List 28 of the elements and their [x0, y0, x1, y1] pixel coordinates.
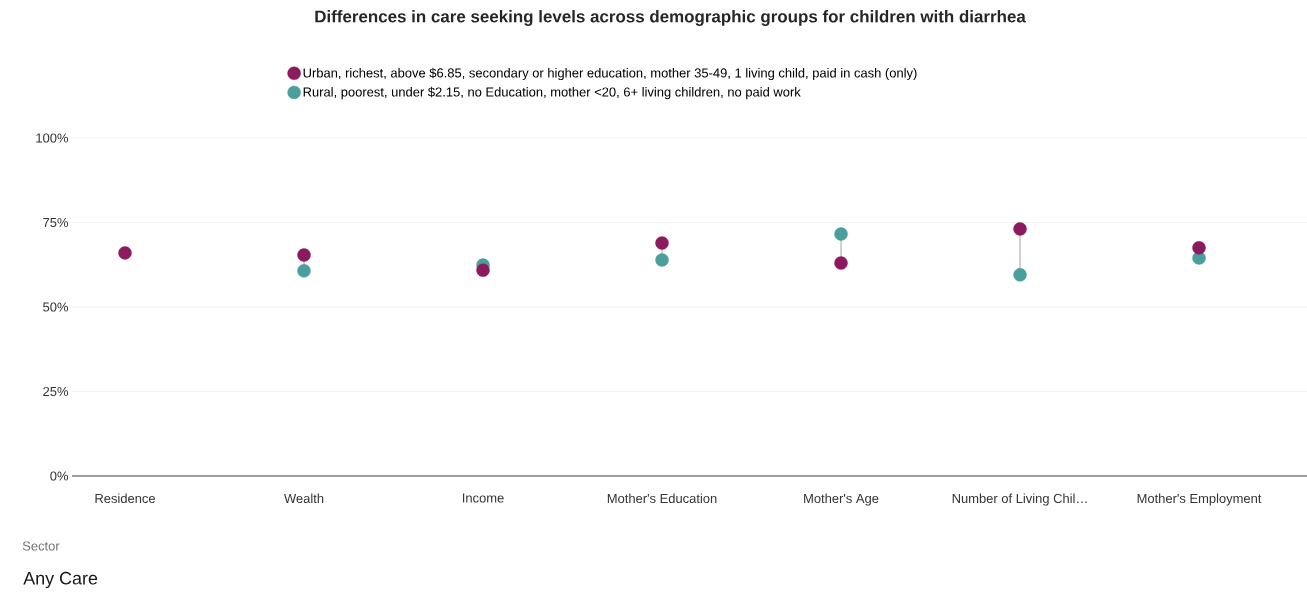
x-tick-label: Residence: [95, 493, 156, 504]
x-tick-label: Income: [462, 493, 504, 503]
point: [834, 227, 848, 241]
point: [834, 256, 848, 270]
x-tick-label: Mother's Education: [607, 493, 717, 504]
chart-title: Differences in care seeking levels across demographic groups for children with diarrhea: [315, 10, 1026, 26]
point: [297, 248, 311, 262]
point: [297, 264, 311, 278]
point: [1013, 222, 1027, 236]
text: Any Care: [23, 571, 98, 589]
y-tick-label: 50%: [43, 302, 69, 312]
point: [1192, 241, 1206, 255]
point: [118, 246, 132, 260]
x-tick-label: Wealth: [284, 493, 324, 504]
x-tick-label: Mother's Age: [804, 493, 879, 506]
legend-label: Rural, poorest, under $2.15, no Education, mother <20, 6+ living children, no paid work: [303, 86, 801, 100]
point: [476, 263, 490, 277]
text: Sector: [22, 541, 60, 551]
point: [655, 236, 669, 250]
legend-label: Urban, richest, above $6.85, secondary or higher education, mother 35-49, 1 living child, paid in cash (only): [303, 67, 917, 81]
x-tick-label: Number of Living Chil…: [952, 493, 1087, 506]
y-tick-label: 0%: [50, 471, 69, 481]
point: [1013, 268, 1027, 282]
y-tick-label: 100%: [36, 133, 69, 143]
y-tick-label: 25%: [43, 386, 69, 397]
x-tick-label: Mother's Employment: [1137, 493, 1262, 506]
point: [655, 253, 669, 267]
y-tick-label: 75%: [43, 217, 69, 228]
